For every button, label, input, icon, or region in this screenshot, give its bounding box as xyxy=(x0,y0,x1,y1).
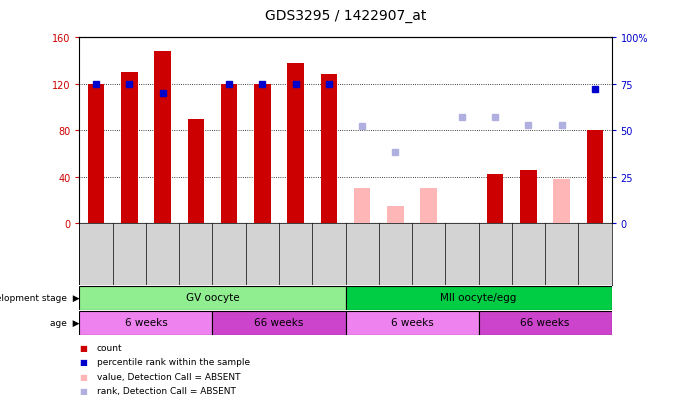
Text: 6 weeks: 6 weeks xyxy=(124,318,167,328)
Bar xyxy=(520,170,537,223)
Bar xyxy=(79,311,212,335)
Text: development stage  ▶: development stage ▶ xyxy=(0,293,79,302)
Bar xyxy=(478,311,612,335)
Text: 66 weeks: 66 weeks xyxy=(254,318,303,328)
Text: GDS3295 / 1422907_at: GDS3295 / 1422907_at xyxy=(265,9,426,23)
Bar xyxy=(487,175,504,223)
Bar xyxy=(154,52,171,223)
Bar xyxy=(79,286,346,310)
Text: 6 weeks: 6 weeks xyxy=(390,318,433,328)
Text: MII oocyte/egg: MII oocyte/egg xyxy=(440,293,517,303)
Text: ■: ■ xyxy=(79,386,87,395)
Text: percentile rank within the sample: percentile rank within the sample xyxy=(97,358,250,367)
Bar xyxy=(187,119,204,223)
Bar xyxy=(221,85,238,223)
Text: ■: ■ xyxy=(79,344,87,352)
Text: ■: ■ xyxy=(79,372,87,381)
Text: age  ▶: age ▶ xyxy=(50,318,79,327)
Text: GV oocyte: GV oocyte xyxy=(186,293,239,303)
Bar xyxy=(420,189,437,223)
Bar xyxy=(387,206,404,223)
Bar xyxy=(346,311,478,335)
Bar xyxy=(287,64,304,223)
Text: 66 weeks: 66 weeks xyxy=(520,318,569,328)
Bar xyxy=(553,180,570,223)
Bar xyxy=(121,73,138,223)
Bar xyxy=(88,85,104,223)
Text: ■: ■ xyxy=(79,358,87,367)
Bar xyxy=(354,189,370,223)
Text: value, Detection Call = ABSENT: value, Detection Call = ABSENT xyxy=(97,372,240,381)
Bar xyxy=(321,75,337,223)
Bar xyxy=(587,131,603,223)
Bar xyxy=(346,286,612,310)
Text: count: count xyxy=(97,344,122,352)
Bar xyxy=(254,85,271,223)
Text: rank, Detection Call = ABSENT: rank, Detection Call = ABSENT xyxy=(97,386,236,395)
Bar xyxy=(212,311,346,335)
